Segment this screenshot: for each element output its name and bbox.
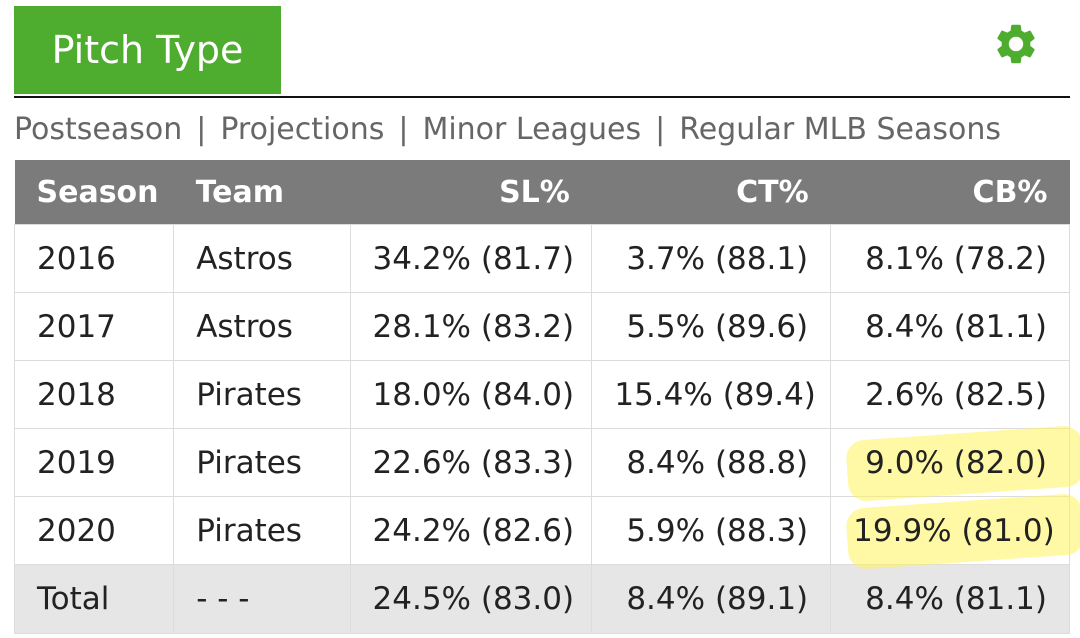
- ct-cell: 5.9% (88.3): [591, 496, 832, 565]
- team-cell: Pirates: [173, 360, 351, 429]
- ct-cell: 3.7% (88.1): [591, 224, 832, 293]
- season-cell: 2020: [13, 496, 175, 565]
- nav-separator: |: [655, 111, 666, 147]
- cb-cell: 8.4% (81.1): [830, 292, 1070, 361]
- team-cell: Pirates: [173, 428, 351, 497]
- column-header-season[interactable]: Season: [14, 160, 174, 225]
- total-team-cell: - - -: [173, 564, 351, 634]
- gear-icon[interactable]: [992, 20, 1040, 68]
- ct-cell: 5.5% (89.6): [591, 292, 832, 361]
- cb-cell-highlighted: 9.0% (82.0): [830, 428, 1070, 497]
- table-row: 2019 Pirates 22.6% (83.3) 8.4% (88.8) 9.…: [13, 428, 1070, 497]
- total-label-cell: Total: [13, 564, 175, 634]
- column-header-sl[interactable]: SL%: [350, 160, 592, 225]
- header: Pitch Type: [0, 0, 1080, 98]
- total-sl-cell: 24.5% (83.0): [349, 564, 593, 634]
- season-cell: 2017: [13, 292, 175, 361]
- nav-link-minor-leagues[interactable]: Minor Leagues: [422, 111, 642, 147]
- cb-cell: 2.6% (82.5): [830, 360, 1070, 429]
- season-cell: 2019: [13, 428, 175, 497]
- column-header-cb[interactable]: CB%: [830, 160, 1070, 225]
- sl-cell: 18.0% (84.0): [349, 360, 593, 429]
- ct-cell: 15.4% (89.4): [591, 360, 832, 429]
- sl-cell: 28.1% (83.2): [349, 292, 593, 361]
- nav-separator: |: [196, 111, 207, 147]
- pitch-type-table: Season Team SL% CT% CB% 2016 Astros 34.2…: [13, 160, 1070, 634]
- nav-link-regular-mlb-seasons[interactable]: Regular MLB Seasons: [679, 111, 1002, 147]
- sl-cell: 22.6% (83.3): [349, 428, 593, 497]
- team-cell: Astros: [173, 292, 351, 361]
- cb-cell-highlighted: 19.9% (81.0): [830, 496, 1070, 565]
- sl-cell: 24.2% (82.6): [349, 496, 593, 565]
- team-cell: Astros: [173, 224, 351, 293]
- cb-value: 19.9% (81.0): [853, 512, 1055, 549]
- column-header-ct[interactable]: CT%: [591, 160, 831, 225]
- header-divider: [14, 96, 1070, 98]
- pitch-type-tab[interactable]: Pitch Type: [14, 6, 281, 94]
- ct-cell: 8.4% (88.8): [591, 428, 832, 497]
- table-row: 2018 Pirates 18.0% (84.0) 15.4% (89.4) 2…: [13, 360, 1070, 429]
- total-cb-cell: 8.4% (81.1): [830, 564, 1070, 634]
- table-total-row: Total - - - 24.5% (83.0) 8.4% (89.1) 8.4…: [13, 564, 1070, 634]
- nav-link-projections[interactable]: Projections: [220, 111, 385, 147]
- nav-links: Postseason | Projections | Minor Leagues…: [14, 106, 1001, 152]
- season-cell: 2018: [13, 360, 175, 429]
- nav-link-postseason[interactable]: Postseason: [14, 111, 183, 147]
- team-cell: Pirates: [173, 496, 351, 565]
- table-row: 2020 Pirates 24.2% (82.6) 5.9% (88.3) 19…: [13, 496, 1070, 565]
- table-row: 2016 Astros 34.2% (81.7) 3.7% (88.1) 8.1…: [13, 224, 1070, 293]
- column-header-team[interactable]: Team: [173, 160, 351, 225]
- cb-cell: 8.1% (78.2): [830, 224, 1070, 293]
- season-cell: 2016: [13, 224, 175, 293]
- cb-value: 9.0% (82.0): [865, 444, 1047, 481]
- table-row: 2017 Astros 28.1% (83.2) 5.5% (89.6) 8.4…: [13, 292, 1070, 361]
- nav-separator: |: [398, 111, 409, 147]
- sl-cell: 34.2% (81.7): [349, 224, 593, 293]
- total-ct-cell: 8.4% (89.1): [591, 564, 832, 634]
- table-header-row: Season Team SL% CT% CB%: [14, 160, 1070, 225]
